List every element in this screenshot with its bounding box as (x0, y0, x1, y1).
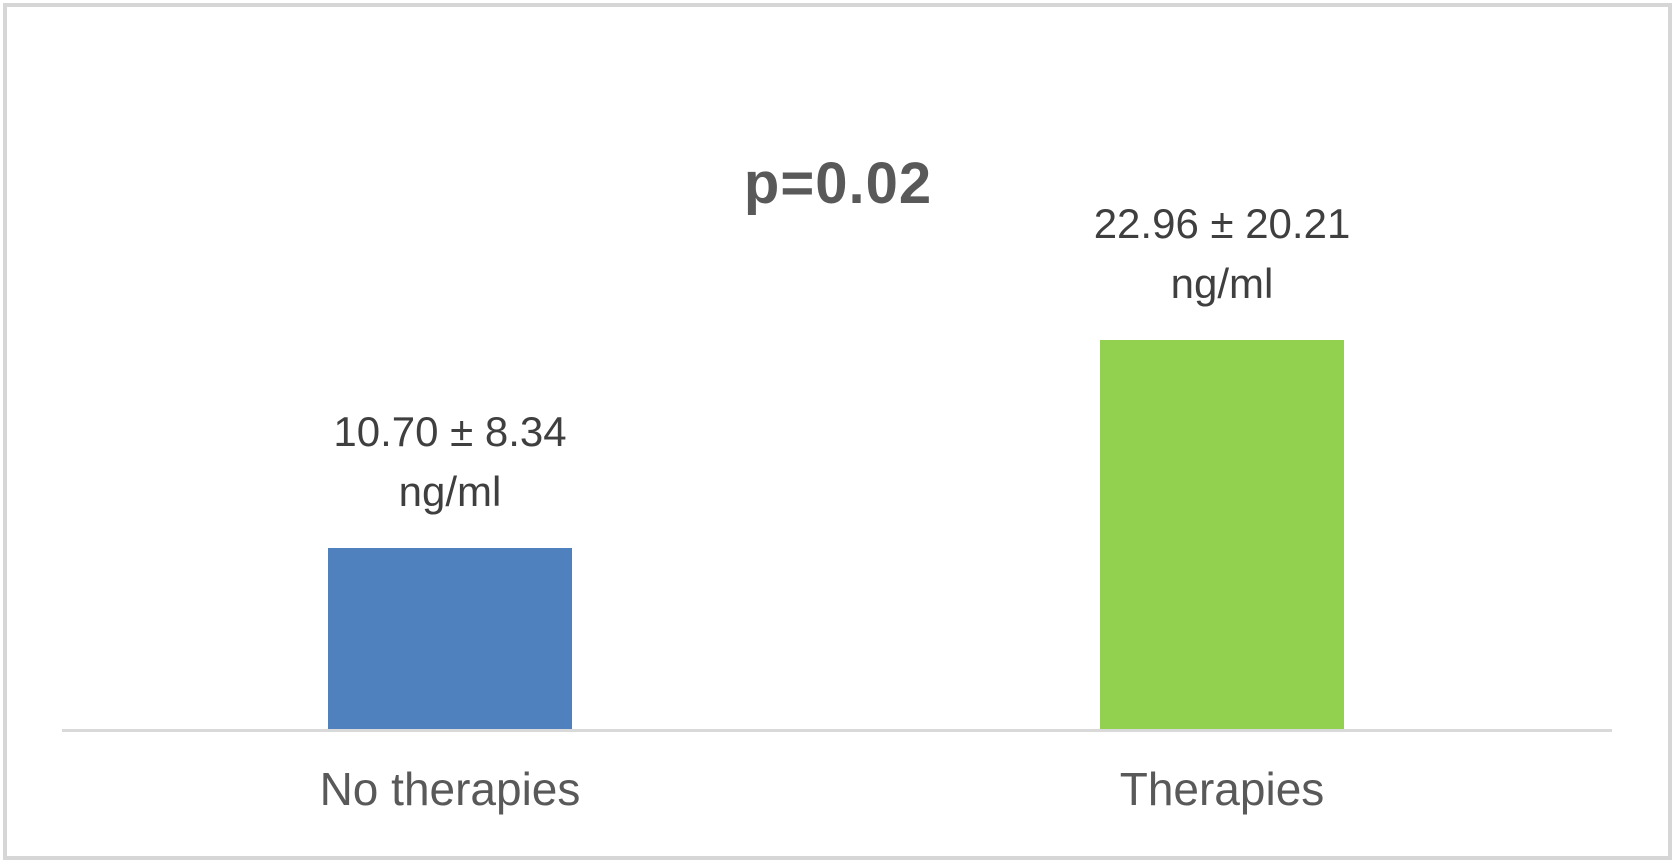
mean-sd-text: 22.96 ± 20.21 (1093, 200, 1351, 247)
p-value-annotation: p=0.02 (743, 151, 933, 216)
bar-group-no-therapies: 10.70 ± 8.34 ng/ml (270, 402, 630, 730)
category-label-therapies: Therapies (1119, 763, 1325, 815)
unit-text: ng/ml (1170, 260, 1274, 307)
bar-value-label-no-therapies: 10.70 ± 8.34 ng/ml (333, 402, 566, 522)
bar-no-therapies (328, 548, 572, 730)
mean-sd-text: 10.70 ± 8.34 (333, 408, 567, 455)
unit-text: ng/ml (398, 468, 502, 515)
bar-value-label-therapies: 22.96 ± 20.21 ng/ml (1094, 194, 1351, 314)
bar-therapies (1100, 340, 1344, 730)
category-label-no-therapies: No therapies (319, 763, 581, 815)
x-axis-line (62, 729, 1612, 732)
bar-group-therapies: 22.96 ± 20.21 ng/ml (1042, 194, 1402, 730)
